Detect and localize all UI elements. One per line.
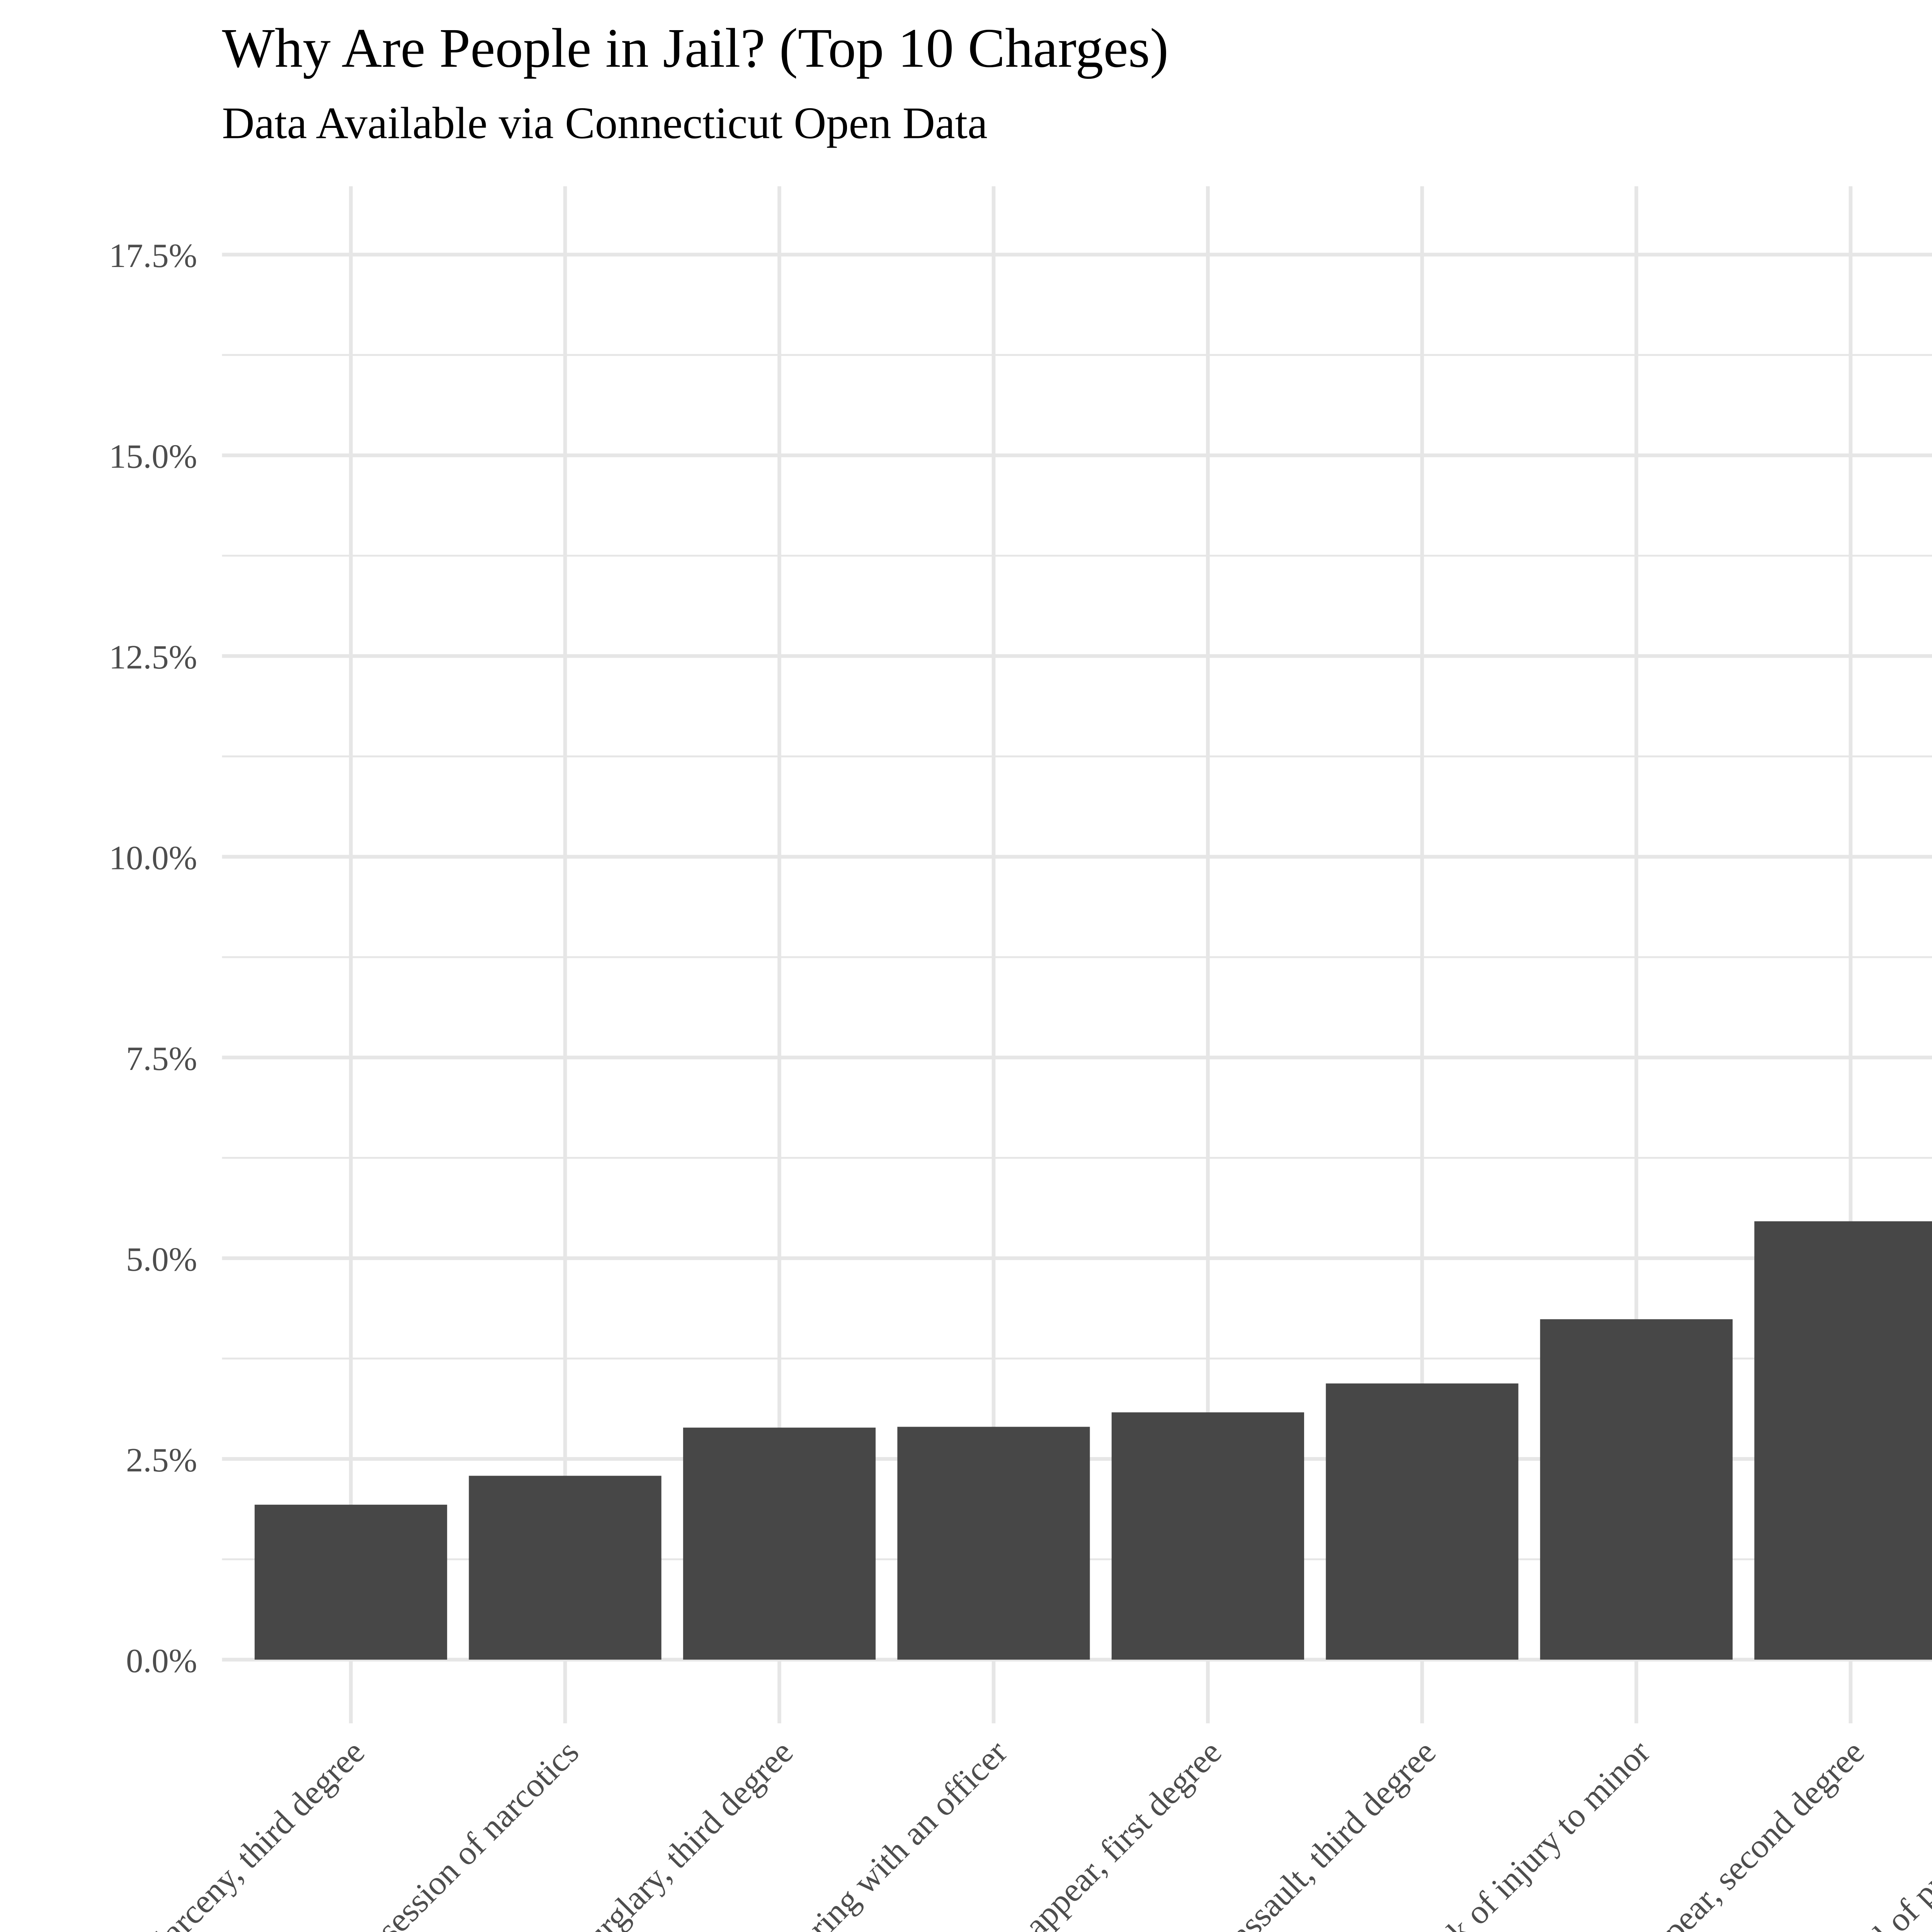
y-tick-label: 12.5% — [109, 638, 197, 676]
bar-5 — [1111, 1412, 1304, 1660]
x-tick-label: failure to appear, second degree — [1538, 1733, 1872, 1932]
y-tick-label: 7.5% — [126, 1040, 197, 1078]
x-tick-label: injury or risk of injury to minor — [1326, 1733, 1657, 1932]
x-tick-label: possession of narcotics — [337, 1733, 586, 1932]
bar-4 — [897, 1427, 1090, 1660]
bar-1 — [254, 1505, 447, 1660]
bar-6 — [1326, 1383, 1519, 1660]
bar-8 — [1754, 1221, 1932, 1660]
bars — [254, 1221, 1932, 1660]
y-axis-ticks: 0.0% 2.5% 5.0% 7.5% 10.0% 12.5% 15.0% 17.5% — [109, 237, 197, 1680]
y-tick-label: 5.0% — [126, 1240, 197, 1278]
y-tick-label: 17.5% — [109, 237, 197, 275]
x-tick-label: assault, third degree — [1223, 1733, 1443, 1932]
bar-3 — [683, 1427, 876, 1660]
x-tick-label: burglary, third degree — [566, 1733, 800, 1932]
x-tick-label: larceny, third degree — [148, 1733, 372, 1932]
y-tick-label: 15.0% — [109, 438, 197, 476]
bar-7 — [1540, 1319, 1733, 1660]
chart-subtitle: Data Available via Connecticut Open Data — [222, 99, 988, 149]
chart-title: Why Are People in Jail? (Top 10 Charges) — [222, 17, 1169, 79]
y-tick-label: 2.5% — [126, 1441, 197, 1479]
y-tick-label: 0.0% — [126, 1642, 197, 1680]
bar-2 — [469, 1476, 662, 1660]
y-tick-label: 10.0% — [109, 839, 197, 877]
